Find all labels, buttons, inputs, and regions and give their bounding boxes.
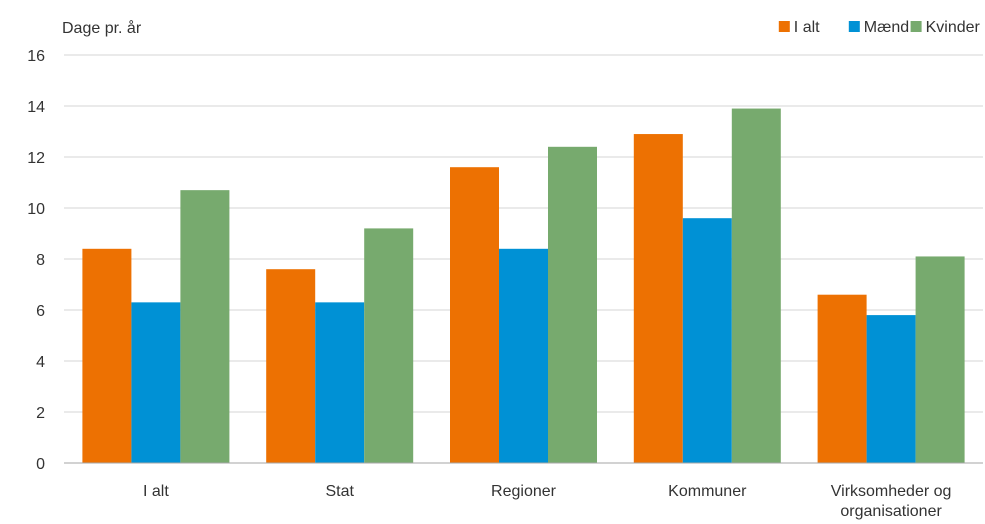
legend-swatch-i-alt [778, 21, 790, 32]
x-tick-label: Kommuner [668, 483, 747, 500]
legend-label-mænd: Mænd [864, 19, 909, 36]
x-tick-label: Virksomheder og organisationer [831, 483, 952, 520]
bar-i-alt-regioner [450, 167, 499, 463]
bar-mænd-virksomheder-og-organisationer [866, 315, 916, 463]
x-tick-label: Stat [325, 483, 354, 500]
legend-swatch-kvinder [910, 21, 922, 32]
bar-kvinder-stat [364, 228, 414, 463]
legend-swatch-mænd [848, 21, 860, 32]
x-tick-label: I alt [143, 483, 169, 500]
y-tick-label: 4 [36, 354, 45, 371]
bar-mænd-regioner [499, 248, 548, 463]
legend-label-i-alt: I alt [794, 19, 820, 36]
y-tick-label: 6 [36, 303, 45, 320]
legend-label-kvinder: Kvinder [926, 19, 981, 36]
y-tick-label: 12 [27, 150, 45, 167]
bar-kvinder-virksomheder-og-organisationer [915, 256, 965, 463]
bar-mænd-kommuner [682, 218, 732, 463]
bar-mænd-i-alt [131, 302, 181, 463]
axes: 0 2 4 6 8 10 12 14 16 I alt Stat Regioner Kommuner Vi… [27, 48, 983, 520]
bar-kvinder-kommuner [731, 108, 781, 464]
y-tick-label: 16 [27, 48, 45, 65]
bar-i-alt-stat [266, 269, 316, 463]
y-tick-label: 2 [36, 405, 45, 422]
x-tick-label: Regioner [491, 483, 557, 500]
bar-mænd-stat [315, 302, 365, 463]
y-tick-label: 8 [36, 252, 45, 269]
y-tick-label: 14 [27, 99, 45, 116]
bar-i-alt-virksomheder-og-organisationer [817, 294, 867, 463]
bar-kvinder-i-alt [180, 190, 230, 463]
bars [82, 108, 965, 464]
y-tick-label: 0 [36, 456, 45, 473]
bar-kvinder-regioner [548, 146, 597, 464]
bar-i-alt-kommuner [633, 134, 683, 464]
y-axis-label: Dage pr. år [62, 19, 142, 37]
y-tick-label: 10 [27, 201, 45, 218]
legend: I alt Mænd Kvinder [778, 19, 981, 36]
bar-i-alt-i-alt [82, 248, 132, 463]
